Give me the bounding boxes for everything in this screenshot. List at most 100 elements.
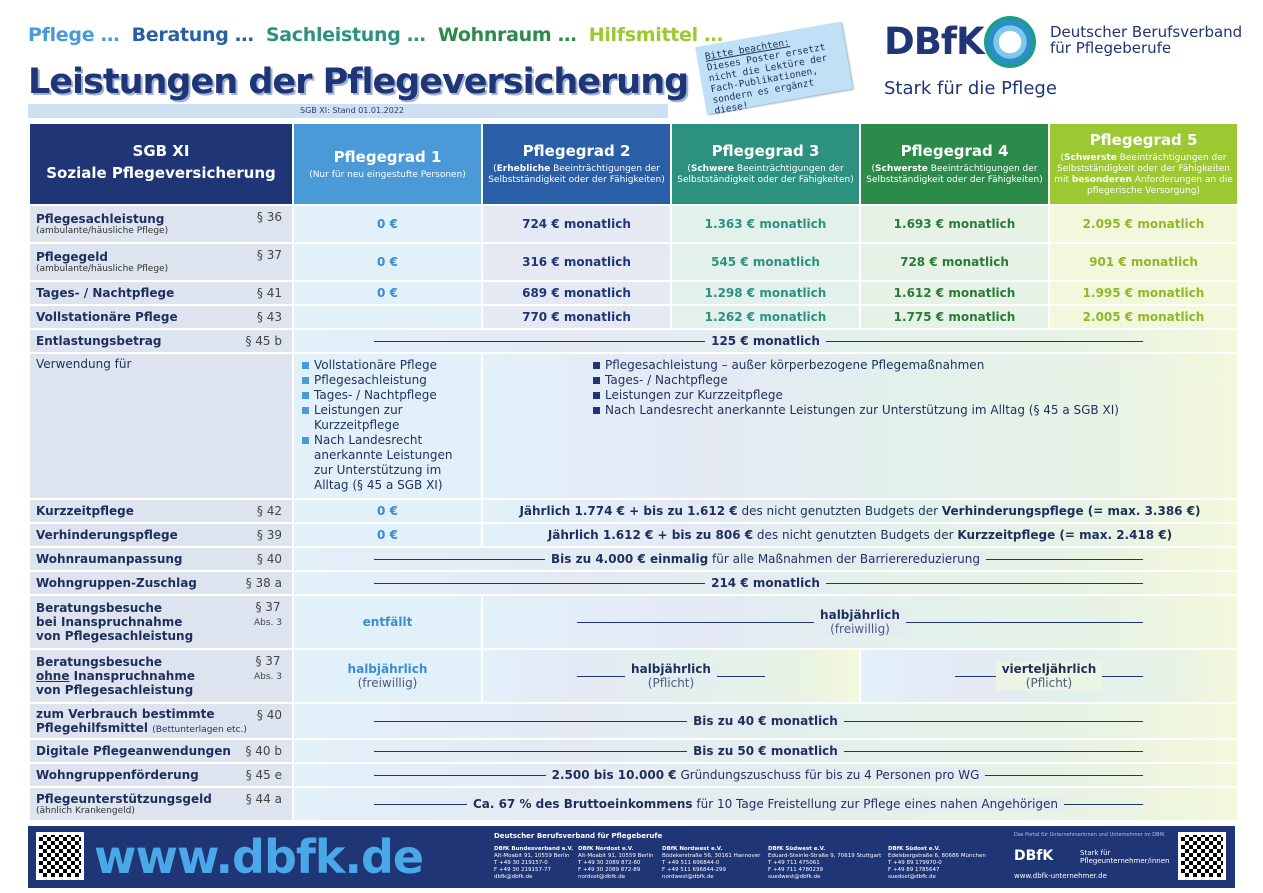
footer-unternehmer-link[interactable]: www.dbfk-unternehmer.de [1014,872,1107,880]
office-suedost: DBfK Südost e.V. Edelsbergstraße 6, 8068… [888,846,986,881]
table-row: Beratungsbesuche ohne Inanspruchnahme vo… [30,650,1237,702]
footer-portal-text: Das Portal für Unternehmerinnen und Unte… [1014,832,1165,838]
row-label-small: (ambulante/häusliche Pflege) [36,264,169,274]
list-item: Pflegesachleistung – außer körperbezogen… [593,358,1229,373]
span-part-b: Gründungszuschuss für bis zu 4 Personen … [676,768,980,782]
logo-slogan: Stark für die Pflege [884,78,1057,99]
row-label-entlastung: Entlastungsbetrag § 45 b [30,330,292,352]
row-label-line3: von Pflegesachleistung [36,629,194,643]
paragraph-ref: § 40 b [245,744,282,758]
office-bundesverband: DBfK Bundesverband e.V. Alt-Moabit 91, 1… [494,846,573,881]
span-part-b: für 10 Tage Freistellung zur Pflege eine… [692,797,1059,811]
span-part-a: Ca. 67 % des Bruttoeinkommens [472,797,693,811]
list-item: Nach Landesrecht anerkannte Leistungen z… [302,433,473,493]
cell-span: 2.500 bis 10.000 € Gründungszuschuss für… [294,764,1237,786]
row-label-small: (ähnlich Krankengeld) [36,806,135,816]
cell-pg1: entfällt [294,596,481,648]
pg1-title: Pflegegrad 1 [333,147,442,166]
footer-logo: DBfK [1014,848,1054,864]
cell-pg4: 1.612 € monatlich [861,282,1048,304]
paragraph-ref-main: § 37 [255,600,281,614]
row-label-pflegegeld: Pflegegeld (ambulante/häusliche Pflege) … [30,244,292,280]
office-address: Eduard-Steinle-Straße 9, 70619 Stuttgart [768,853,882,859]
span-part-a: Jährlich 1.612 € + bis zu 806 € [547,528,754,542]
footer-logo-line2: Pflegeunternehmer/innen [1080,857,1170,865]
row-label-text: Wohngruppenförderung [36,768,199,782]
office-email[interactable]: suedost@dbfk.de [888,874,936,880]
cell-pg1: halbjährlich (freiwillig) [294,650,481,702]
footer-logo-subtitle: Stark für Pflegeunternehmer/innen [1080,849,1169,865]
row-label-text: Pflegegeld [36,250,108,264]
header-pflegegrad-4: Pflegegrad 4 (Schwerste Beeinträchtigung… [861,124,1048,204]
office-address: Alt-Moabit 91, 10559 Berlin [494,853,570,859]
office-fax: F +49 89 1785647 [888,867,940,873]
office-email[interactable]: suedwest@dbfk.de [768,874,821,880]
pg5-sub2: Anforderungen an die pflegerische Versor… [1087,175,1233,196]
row-label-small: (Bettunterlagen etc.) [152,725,247,735]
office-address: Bödekerstraße 56, 30161 Hannover [662,853,761,859]
header-pflegegrad-3: Pflegegrad 3 (Schwere Beeinträchtigungen… [672,124,859,204]
pg2-sub: Beeinträchtigungen der Selbstständigkeit… [488,164,665,185]
span-value: Bis zu 40 € monatlich [687,714,844,728]
list-item: Nach Landesrecht anerkannte Leistungen z… [593,403,1229,418]
table-row: Digitale Pflegeanwendungen § 40 b Bis zu… [30,740,1237,762]
table-row: Verhinderungspflege § 39 0 € Jährlich 1.… [30,524,1237,546]
row-label-line1: zum Verbrauch bestimmte [36,707,215,721]
span-value: 214 € monatlich [705,576,826,590]
cell-span: Bis zu 40 € monatlich [294,704,1237,738]
office-email[interactable]: nordwest@dbfk.de [662,874,714,880]
cell-pg5: 1.995 € monatlich [1050,282,1237,304]
logo-org-line1: Deutscher Berufsverband [1050,23,1243,41]
cell-span: Jährlich 1.774 € + bis zu 1.612 € des ni… [483,500,1237,522]
pg2-sub-bold: Erhebliche [496,164,551,174]
row-label-text: Tages- / Nachtpflege [36,286,175,300]
row-label-hilfsmittel: zum Verbrauch bestimmte Pflegehilfsmitte… [30,704,292,738]
pg5-sub-bold: Schwerste [1064,153,1117,163]
row-label-beratung2: Beratungsbesuche ohne Inanspruchnahme vo… [30,650,292,702]
row-label-line3: von Pflegesachleistung [36,683,194,697]
office-name: DBfK Nordwest e.V. [662,846,723,852]
cell-span-pg2-3: halbjährlich (Pflicht) [483,650,859,702]
office-name: DBfK Südwest e.V. [768,846,826,852]
office-nordwest: DBfK Nordwest e.V. Bödekerstraße 56, 301… [662,846,760,881]
qr-code-icon[interactable] [36,832,84,880]
paragraph-ref: § 37 Abs. 3 [254,600,282,628]
row-label-line2: Pflegehilfsmittel [36,721,149,735]
qr-code-icon[interactable] [1178,832,1226,880]
paragraph-ref: § 40 [256,552,282,566]
tagline-beratung: Beratung … [131,24,254,46]
office-nordost: DBfK Nordost e.V. Alt-Moabit 91, 10559 B… [578,846,654,881]
footer-logo-line1: Stark für [1080,849,1111,857]
office-name: DBfK Bundesverband e.V. [494,846,574,852]
verwendung-list-pg1: Vollstationäre Pflege Pflegesachleistung… [294,354,481,497]
table-row: Beratungsbesuche bei Inanspruchnahme von… [30,596,1237,648]
footer-url-link[interactable]: www.dbfk.de [94,830,424,884]
row-label-text: Verwendung für [36,357,132,371]
title-underline [28,104,668,118]
cell-sub: (freiwillig) [357,676,418,690]
cell-pg1: 0 € [294,282,481,304]
cell-pg3: 545 € monatlich [672,244,859,280]
footer: www.dbfk.de Deutscher Berufsverband für … [28,826,1235,888]
office-phone: T +49 711 475061 [768,860,820,866]
office-email[interactable]: dbfk@dbfk.de [494,874,533,880]
office-email[interactable]: nordost@dbfk.de [578,874,626,880]
row-label-text: Wohnraumanpassung [36,552,183,566]
office-phone: T +49 30 2089 872-60 [578,860,641,866]
row-label-text: Pflegesachleistung [36,212,165,226]
span-part-a: Bis zu 4.000 € einmalig [551,552,709,566]
span-part-b: für alle Maßnahmen der Barrierereduzieru… [708,552,980,566]
office-address: Edelsbergstraße 6, 80686 München [888,853,986,859]
paragraph-ref-abs: Abs. 3 [253,672,282,682]
tagline-wohnraum: Wohnraum … [437,24,577,46]
cell-pg5: 2.095 € monatlich [1050,206,1237,242]
pg3-sub-bold: Schwere [690,164,735,174]
span-value: halbjährlich [820,608,900,622]
header-pflegegrad-2: Pflegegrad 2 (Erhebliche Beeinträchtigun… [483,124,670,204]
paragraph-ref: § 37 [256,248,282,262]
office-address: Alt-Moabit 91, 10559 Berlin [578,853,654,859]
row-label-line1: Beratungsbesuche [36,601,163,615]
row-label-wohngruppe: Wohngruppen-Zuschlag § 38 a [30,572,292,594]
office-fax: F +49 30 2089 872-89 [578,867,641,873]
row-label-sachleistung: Pflegesachleistung (ambulante/häusliche … [30,206,292,242]
